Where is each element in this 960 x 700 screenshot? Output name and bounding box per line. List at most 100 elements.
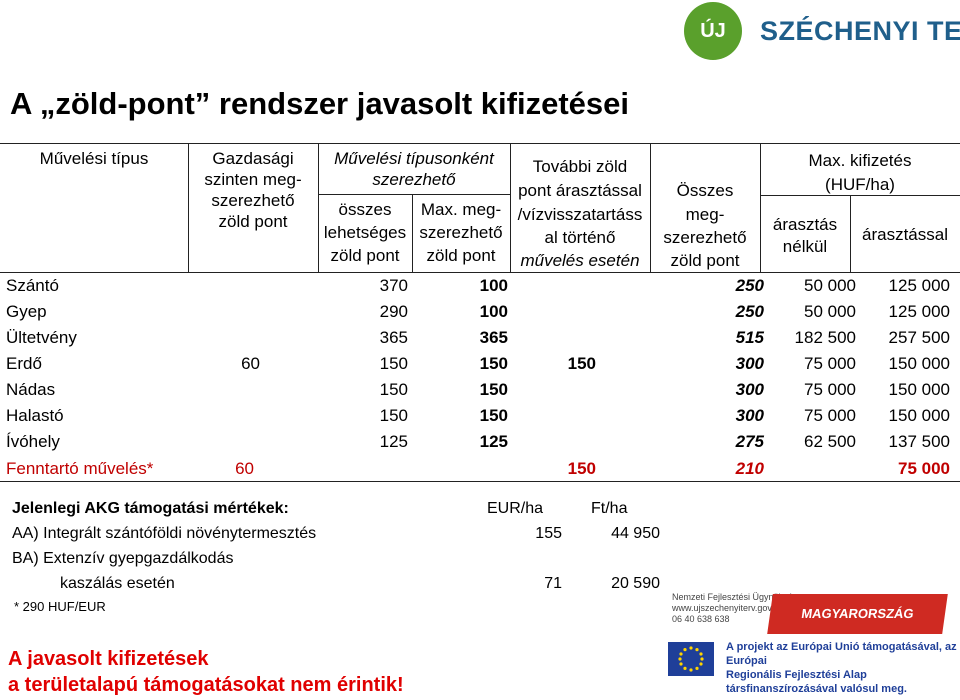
- akg-line3-ft: 20 590: [611, 575, 660, 592]
- akg-eur-label: EUR/ha: [487, 500, 544, 517]
- header-with: árasztással: [862, 225, 948, 244]
- col-divider: [650, 143, 651, 273]
- footer-line2: a területalapú támogatásokat nem érintik…: [8, 674, 404, 696]
- header-points-line1: Összes: [676, 181, 734, 200]
- akg-note: * 290 HUF/EUR: [14, 599, 106, 614]
- col-divider: [318, 143, 319, 273]
- cell-points: 300: [735, 406, 764, 425]
- cell-with: 137 500: [888, 432, 950, 451]
- akg-line1: AA) Integrált szántóföldi növénytermeszt…: [12, 525, 317, 542]
- row-label: Erdő: [6, 354, 42, 373]
- col-divider: [850, 195, 851, 273]
- nfu-line3: 06 40 638 638: [672, 614, 730, 624]
- cell-points: 300: [735, 354, 764, 373]
- eu-line2: Regionális Fejlesztési Alap társfinanszí…: [726, 669, 907, 695]
- cell-points: 250: [735, 302, 764, 321]
- table-bottom-border: [0, 481, 960, 482]
- header-extra-line1: További zöld: [532, 157, 628, 176]
- logo-short: ÚJ: [700, 20, 726, 42]
- cell-total: 150: [379, 380, 408, 399]
- nfu-badge: Nemzeti Fejlesztési Ügynökség www.ujszec…: [672, 592, 798, 625]
- cell-extra: 150: [567, 459, 596, 478]
- cell-total: 150: [379, 406, 408, 425]
- header-points-line3: szerezhető: [663, 228, 747, 247]
- akg-line1-ft: 44 950: [611, 525, 660, 542]
- header-bottom-border: [0, 272, 960, 273]
- pay-divider: [760, 195, 960, 196]
- row-label: Ívóhely: [6, 432, 60, 451]
- cell-with: 150 000: [888, 406, 950, 425]
- cell-without: 75 000: [804, 380, 856, 399]
- col-divider: [412, 195, 413, 273]
- merged-extra-points: 150: [567, 354, 596, 373]
- col-divider: [188, 143, 189, 273]
- header-econ-line2: szinten meg-: [204, 170, 302, 189]
- table-top-border: [0, 143, 960, 144]
- header-max-line3: zöld pont: [426, 246, 496, 265]
- akg-ft-label: Ft/ha: [591, 500, 628, 517]
- cell-total: 125: [379, 432, 408, 451]
- nfu-line2: www.ujszechenyiterv.gov.hu: [672, 603, 784, 613]
- cell-without: 182 500: [794, 328, 856, 347]
- cell-with: 125 000: [888, 302, 950, 321]
- header-econ-line1: Gazdasági: [212, 149, 294, 168]
- cell-without: 75 000: [804, 354, 856, 373]
- row-label: Nádas: [6, 380, 56, 399]
- cell-total: 370: [379, 276, 408, 295]
- merged-econ-points: 60: [241, 354, 260, 373]
- cell-total: 290: [379, 302, 408, 321]
- header-group-line1: Művelési típusonként: [334, 149, 494, 168]
- header-extra-line2: pont árasztással: [518, 181, 642, 200]
- akg-line2: BA) Extenzív gyepgazdálkodás: [12, 550, 234, 567]
- header-max-line1: Max. meg-: [420, 200, 502, 219]
- header-without-line2: nélkül: [782, 237, 828, 256]
- header-points-line2: meg-: [685, 205, 725, 224]
- cell-econ: 60: [235, 459, 254, 478]
- cell-max: 150: [479, 406, 508, 425]
- nfu-line1: Nemzeti Fejlesztési Ügynökség: [672, 592, 798, 602]
- cell-max: 365: [479, 328, 508, 347]
- akg-line3-eur: 71: [544, 575, 562, 592]
- header-max-line2: szerezhető: [419, 223, 503, 242]
- cell-total: 365: [379, 328, 408, 347]
- header-total-line3: zöld pont: [330, 246, 400, 265]
- header-total-line1: összes: [338, 200, 392, 219]
- group-divider: [318, 194, 510, 195]
- cell-with: 75 000: [898, 459, 950, 478]
- cell-without: 50 000: [804, 302, 856, 321]
- cell-without: 50 000: [804, 276, 856, 295]
- cell-max: 100: [479, 302, 508, 321]
- cell-without: 75 000: [804, 406, 856, 425]
- akg-title: Jelenlegi AKG támogatási mértékek:: [12, 500, 289, 517]
- cell-max: 150: [479, 354, 508, 373]
- col-divider: [760, 143, 761, 273]
- logo-name: SZÉCHENYI TERV: [760, 16, 960, 46]
- cell-without: 62 500: [804, 432, 856, 451]
- header-total-line2: lehetséges: [323, 223, 407, 242]
- cell-with: 257 500: [888, 328, 950, 347]
- header-without-line1: árasztás: [772, 215, 838, 234]
- akg-line3: kaszálás esetén: [60, 575, 175, 592]
- footer-line1: A javasolt kifizetések: [8, 648, 209, 670]
- row-label: Fenntartó művelés*: [6, 459, 154, 478]
- cell-max: 100: [479, 276, 508, 295]
- row-label: Gyep: [6, 302, 47, 321]
- header-extra-line4: al történő: [544, 228, 616, 247]
- cell-points: 250: [735, 276, 764, 295]
- row-label: Halastó: [6, 406, 64, 425]
- magyarorszag-megujul-badge: MAGYARORSZÁG MEGÚJUL: [767, 594, 948, 661]
- szechenyi-terv-logo: ÚJ SZÉCHENYI TERV: [676, 0, 960, 78]
- cell-max: 125: [479, 432, 508, 451]
- eu-flag-icon: [668, 642, 714, 676]
- logo-circle-icon: [684, 2, 742, 60]
- header-cultivation-type: Művelési típus: [39, 149, 149, 168]
- header-group-line2: szerezhető: [372, 170, 456, 189]
- cell-points: 275: [735, 432, 764, 451]
- cell-points: 210: [735, 459, 764, 478]
- cell-points: 515: [735, 328, 764, 347]
- cell-with: 150 000: [888, 380, 950, 399]
- cell-points: 300: [735, 380, 764, 399]
- header-econ-line4: zöld pont: [218, 212, 288, 231]
- cell-with: 125 000: [888, 276, 950, 295]
- akg-line1-eur: 155: [535, 525, 562, 542]
